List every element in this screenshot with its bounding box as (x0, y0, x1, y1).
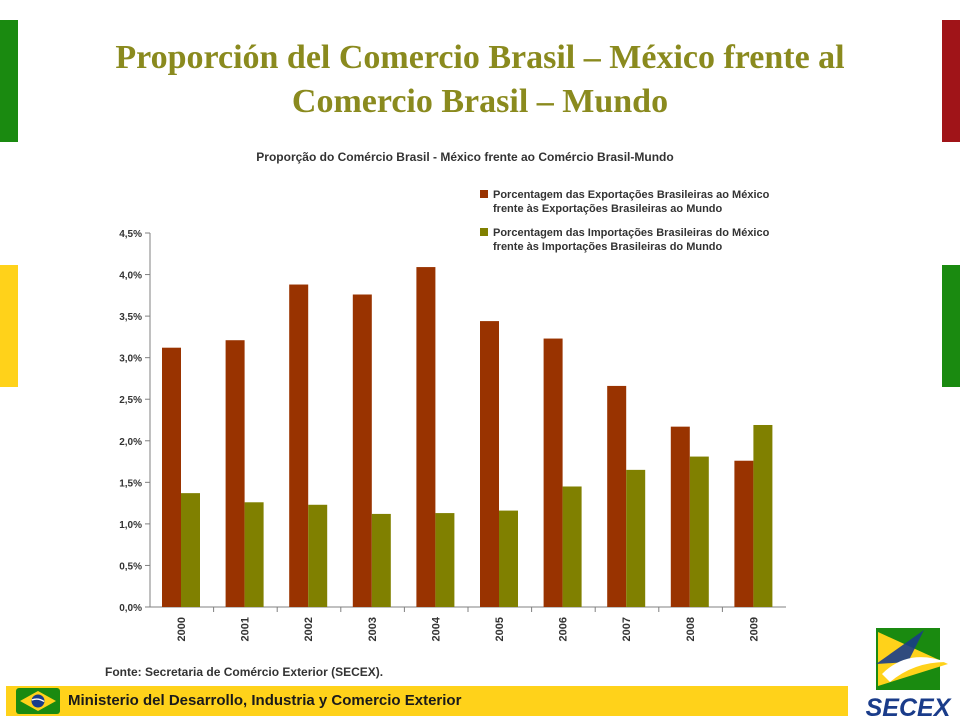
x-tick-label: 2002 (303, 617, 315, 641)
legend-swatch (480, 228, 488, 236)
secex-logo-text: SECEX (866, 694, 952, 720)
export-bar (480, 321, 499, 607)
y-tick-label: 1,5% (119, 478, 142, 489)
left-green-bar (0, 20, 18, 142)
import-bar (181, 493, 200, 607)
export-bar (352, 294, 372, 607)
import-bar (308, 504, 328, 607)
import-bar (562, 486, 582, 607)
source-note: Fonte: Secretaria de Comércio Exterior (… (105, 665, 383, 679)
footer-text: Ministerio del Desarrollo, Industria y C… (68, 692, 462, 709)
y-tick-label: 2,5% (119, 395, 142, 406)
legend-label: Porcentagem das Exportações Brasileiras … (493, 189, 770, 201)
import-bar (689, 456, 709, 607)
export-bar (607, 385, 627, 607)
export-bar (734, 460, 754, 607)
left-yellow-bar (0, 265, 18, 387)
import-bar (435, 513, 455, 607)
y-tick-label: 0,5% (119, 561, 142, 572)
slide-title: Proporción del Comercio Brasil – México … (115, 39, 845, 120)
export-bar (416, 267, 436, 607)
x-tick-label: 2001 (240, 617, 252, 641)
export-bar (543, 338, 563, 607)
export-bar (225, 340, 245, 607)
import-bar (499, 510, 518, 607)
export-bar (289, 284, 309, 607)
chart-title: Proporção do Comércio Brasil - México fr… (256, 150, 673, 164)
footer-bar (6, 686, 848, 716)
y-tick-label: 1,0% (119, 520, 142, 531)
right-green-bar (942, 265, 960, 387)
import-bar (626, 469, 646, 607)
x-tick-label: 2000 (176, 617, 188, 641)
import-bar (371, 513, 391, 607)
x-tick-label: 2004 (430, 616, 442, 641)
y-tick-label: 4,0% (119, 271, 142, 282)
x-tick-label: 2009 (748, 617, 760, 641)
x-tick-label: 2008 (685, 617, 697, 641)
y-tick-label: 4,5% (119, 229, 142, 240)
import-bar (753, 424, 773, 607)
x-tick-label: 2006 (558, 617, 570, 641)
y-tick-label: 2,0% (119, 437, 142, 448)
legend-label: Porcentagem das Importações Brasileiras … (493, 227, 770, 239)
secex-logo-icon: SECEX (866, 628, 952, 720)
legend-label: frente às Importações Brasileiras do Mun… (493, 241, 723, 253)
x-tick-label: 2003 (367, 617, 379, 641)
y-tick-label: 3,5% (119, 312, 142, 323)
x-tick-label: 2005 (494, 617, 506, 641)
import-bar (244, 502, 264, 607)
right-red-bar (942, 20, 960, 142)
x-tick-label: 2007 (621, 617, 633, 641)
export-bar (162, 347, 181, 607)
brazil-flag-icon (16, 688, 60, 714)
y-tick-label: 0,0% (119, 603, 142, 614)
legend-label: frente às Exportações Brasileiras ao Mun… (493, 203, 723, 215)
legend-swatch (480, 190, 488, 198)
y-tick-label: 3,0% (119, 354, 142, 365)
export-bar (670, 426, 690, 607)
